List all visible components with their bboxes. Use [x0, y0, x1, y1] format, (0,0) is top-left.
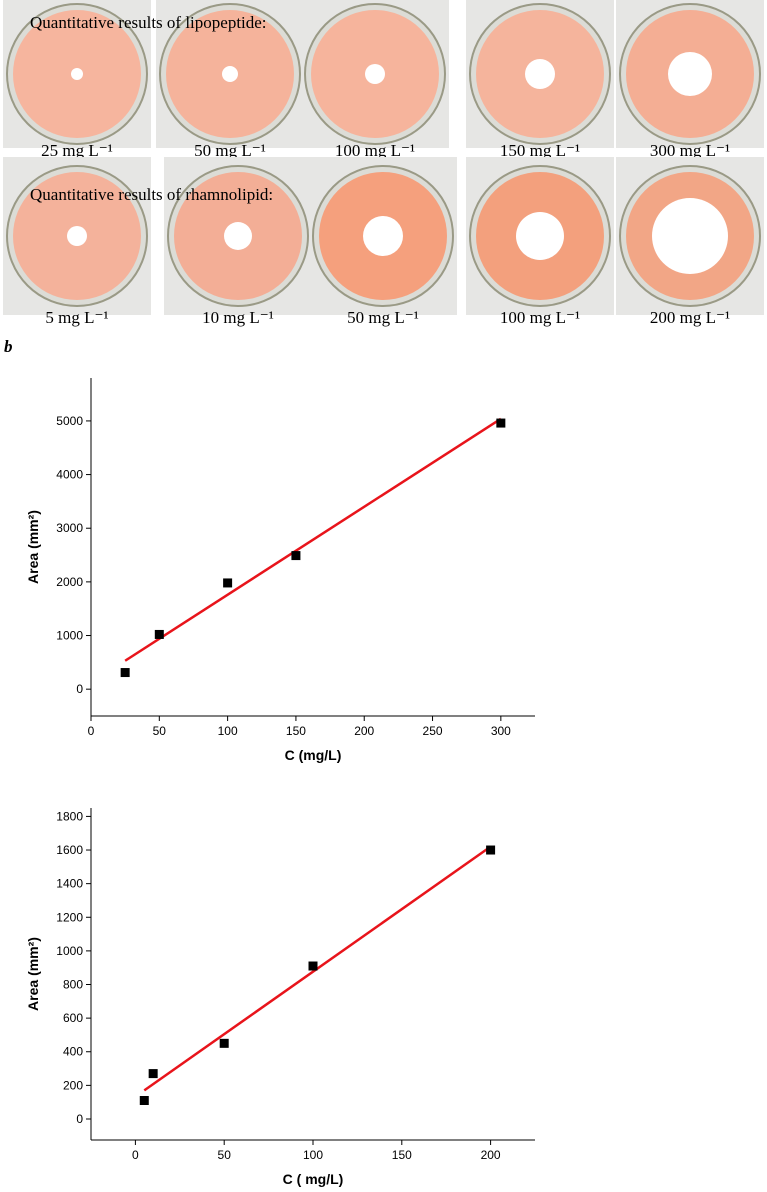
clear-zone	[224, 222, 252, 250]
data-point	[308, 961, 318, 971]
dish-label: 10 mg L⁻¹	[202, 308, 274, 327]
x-axis-label: C (mg/L)	[285, 747, 342, 763]
y-axis-label: Area (mm²)	[25, 937, 41, 1011]
clear-zone	[222, 66, 238, 82]
x-tick-label: 100	[218, 724, 238, 738]
x-tick-label: 200	[354, 724, 374, 738]
y-tick-label: 600	[63, 1011, 83, 1025]
dish-label: 50 mg L⁻¹	[347, 308, 419, 327]
dish-label: 100 mg L⁻¹	[335, 141, 415, 160]
data-point	[291, 551, 301, 561]
y-tick-label: 3000	[56, 521, 83, 535]
clear-zone	[365, 64, 385, 84]
x-tick-label: 150	[286, 724, 306, 738]
dish-label: 200 mg L⁻¹	[650, 308, 730, 327]
dish-label: 50 mg L⁻¹	[194, 141, 266, 160]
y-tick-label: 4000	[56, 468, 83, 482]
y-tick-label: 1400	[56, 877, 83, 891]
y-tick-label: 1000	[56, 944, 83, 958]
x-tick-label: 100	[303, 1148, 323, 1162]
y-tick-label: 200	[63, 1078, 83, 1092]
data-point	[496, 418, 506, 428]
clear-zone	[67, 226, 87, 246]
dish-label: 100 mg L⁻¹	[500, 308, 580, 327]
y-tick-label: 1200	[56, 910, 83, 924]
data-point	[219, 1038, 229, 1048]
data-point	[120, 668, 130, 678]
y-tick-label: 0	[76, 682, 83, 696]
y-tick-label: 1600	[56, 843, 83, 857]
data-point	[148, 1069, 158, 1079]
y-tick-label: 2000	[56, 575, 83, 589]
x-tick-label: 0	[88, 724, 95, 738]
y-tick-label: 0	[76, 1112, 83, 1126]
x-tick-label: 200	[481, 1148, 501, 1162]
clear-zone	[652, 198, 728, 274]
clear-zone	[363, 216, 403, 256]
x-tick-label: 150	[392, 1148, 412, 1162]
clear-zone	[516, 212, 564, 260]
data-point	[154, 629, 164, 639]
panel-label: b	[4, 337, 13, 356]
x-axis-label: C ( mg/L)	[283, 1171, 344, 1187]
y-tick-label: 800	[63, 978, 83, 992]
x-tick-label: 250	[423, 724, 443, 738]
x-tick-label: 0	[132, 1148, 139, 1162]
fit-line	[124, 417, 502, 662]
y-tick-label: 1000	[56, 629, 83, 643]
y-tick-label: 5000	[56, 414, 83, 428]
y-axis-label: Area (mm²)	[25, 510, 41, 584]
x-tick-label: 300	[491, 724, 511, 738]
y-tick-label: 400	[63, 1045, 83, 1059]
dish-label: 5 mg L⁻¹	[45, 308, 108, 327]
x-tick-label: 50	[153, 724, 167, 738]
clear-zone	[71, 68, 83, 80]
x-tick-label: 50	[218, 1148, 232, 1162]
data-point	[223, 578, 233, 588]
clear-zone	[525, 59, 555, 89]
row-title: Quantitative results of lipopeptide:	[30, 13, 267, 32]
clear-zone	[668, 52, 712, 96]
dish-label: 25 mg L⁻¹	[41, 141, 113, 160]
data-point	[139, 1095, 149, 1105]
dish-label: 150 mg L⁻¹	[500, 141, 580, 160]
y-tick-label: 1800	[56, 809, 83, 823]
data-point	[486, 845, 496, 855]
row-title: Quantitative results of rhamnolipid:	[30, 185, 273, 204]
dish-label: 300 mg L⁻¹	[650, 141, 730, 160]
